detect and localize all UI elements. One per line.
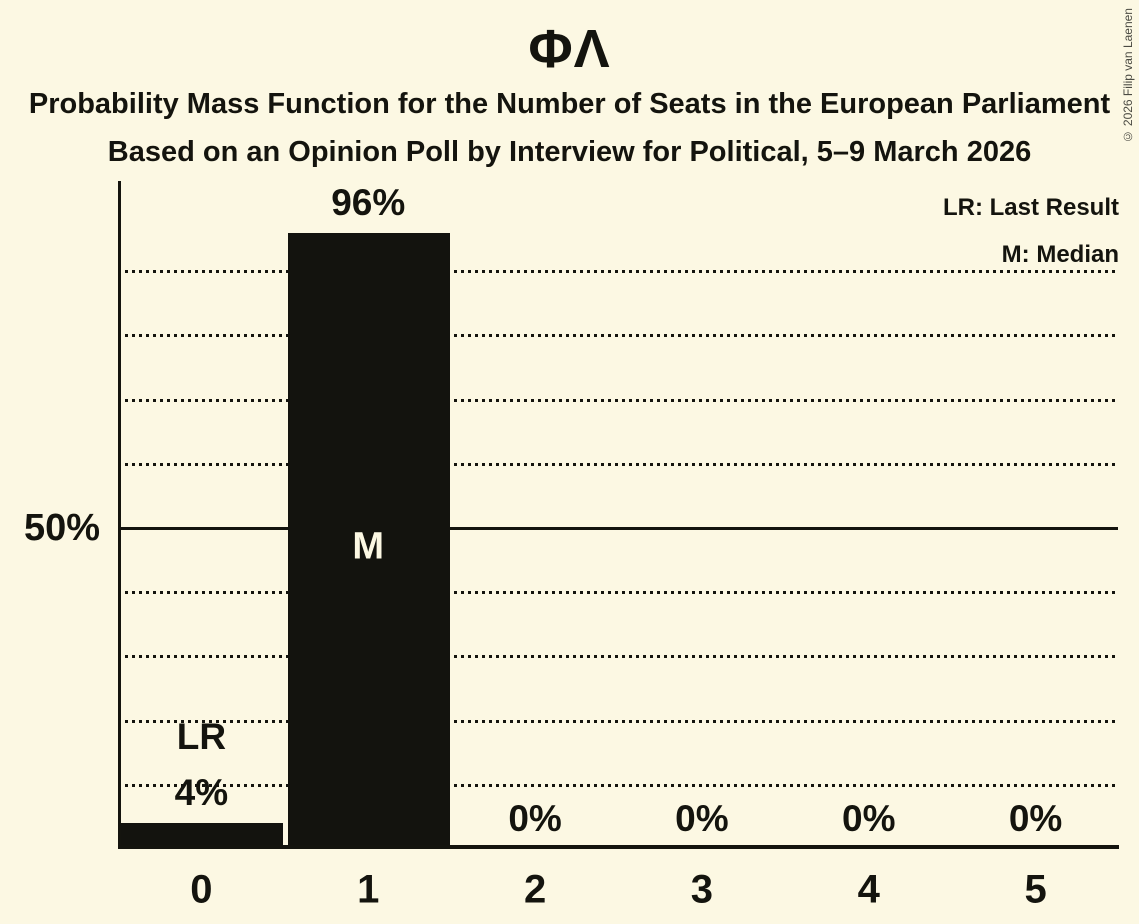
chart-subtitle-line1: Probability Mass Function for the Number… (28, 88, 1111, 120)
gridline-40pct (118, 591, 1118, 595)
gridline-10pct (118, 783, 1118, 787)
x-tick-label-2: 2 (523, 867, 547, 912)
gridline-20pct (118, 719, 1118, 723)
value-label-seats-0: 4% (174, 772, 229, 814)
gridline-30pct (118, 655, 1118, 659)
gridline-90pct (118, 270, 1118, 274)
last-result-label: LR (176, 716, 227, 758)
chart-title: ΦΛ (528, 19, 611, 79)
x-tick-label-3: 3 (690, 867, 714, 912)
value-label-seats-3: 0% (675, 798, 729, 839)
gridline-60pct (118, 462, 1118, 466)
y-axis-tick-label-50: 50% (23, 507, 100, 549)
x-tick-label-4: 4 (857, 867, 880, 912)
value-label-seats-4: 0% (842, 798, 896, 839)
x-axis-line (118, 845, 1119, 849)
x-tick-label-0: 0 (190, 867, 213, 912)
value-label-seats-5: 0% (1008, 798, 1063, 839)
x-tick-label-5: 5 (1024, 867, 1047, 912)
legend: LR: Last Result M: Median (943, 184, 1119, 278)
median-label: M (352, 525, 385, 568)
bar-seats-0 (121, 823, 283, 849)
legend-entry-last-result: LR: Last Result (942, 194, 1119, 221)
bar-seats-1 (287, 232, 450, 849)
x-tick-label-1: 1 (357, 867, 380, 912)
value-label-seats-1: 96% (331, 181, 406, 223)
copyright-notice: © 2026 Filip van Laenen (1121, 8, 1135, 144)
gridline-80pct (118, 334, 1118, 338)
gridline-50pct-solid (118, 527, 1118, 530)
value-label-seats-2: 0% (508, 798, 562, 839)
gridline-70pct (118, 398, 1118, 402)
legend-entry-median: M: Median (1001, 241, 1119, 268)
y-axis-line (118, 181, 121, 849)
chart-subtitle-line2: Based on an Opinion Poll by Interview fo… (107, 136, 1032, 168)
